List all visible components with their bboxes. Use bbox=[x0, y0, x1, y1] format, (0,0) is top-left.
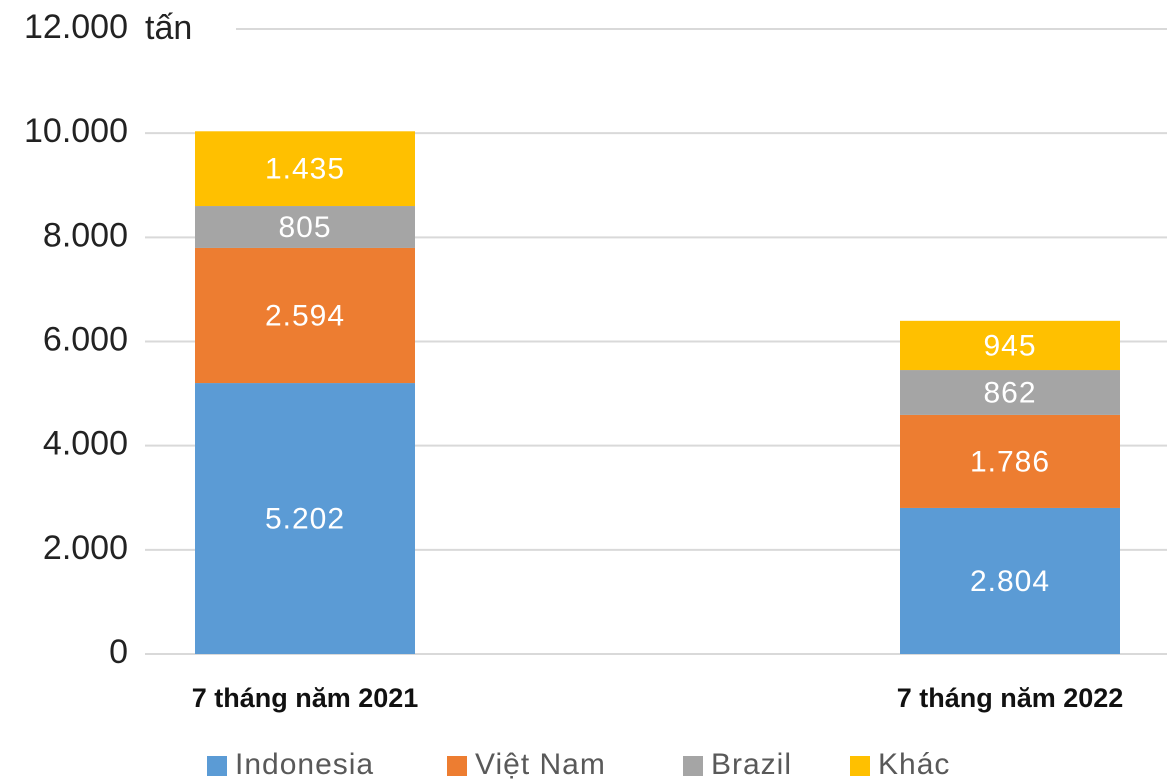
bar-segment bbox=[900, 320, 1120, 371]
legend-label: Brazil bbox=[711, 748, 792, 779]
y-axis-label: tấn bbox=[145, 9, 192, 47]
bar-segment bbox=[195, 206, 415, 248]
data-label: 1.786 bbox=[970, 445, 1050, 478]
y-tick-label: 10.000 bbox=[24, 112, 128, 150]
data-label: 805 bbox=[278, 211, 331, 244]
y-tick-label: 12.000 bbox=[24, 8, 128, 46]
bar-segment bbox=[195, 383, 415, 654]
data-label: 2.594 bbox=[265, 299, 345, 332]
y-tick-label: 2.000 bbox=[43, 529, 128, 567]
legend-swatch bbox=[207, 756, 227, 776]
bar-segment bbox=[195, 131, 415, 207]
legend-swatch bbox=[447, 756, 467, 776]
data-label: 862 bbox=[983, 376, 1036, 409]
data-label: 2.804 bbox=[970, 565, 1050, 598]
legend-swatch bbox=[683, 756, 703, 776]
data-label: 1.435 bbox=[265, 153, 345, 186]
y-label-bg bbox=[136, 2, 236, 72]
y-tick-label: 8.000 bbox=[43, 216, 128, 254]
bar-segment bbox=[195, 247, 415, 384]
legend-label: Indonesia bbox=[235, 748, 374, 779]
x-tick-label: 7 tháng năm 2022 bbox=[897, 683, 1124, 713]
legend-swatch bbox=[850, 756, 870, 776]
bar-segment bbox=[900, 507, 1120, 654]
y-tick-label: 6.000 bbox=[43, 320, 128, 358]
y-tick-label: 4.000 bbox=[43, 425, 128, 463]
data-label: 945 bbox=[983, 329, 1036, 362]
legend-label: Việt Nam bbox=[475, 748, 606, 779]
legend-label: Khác bbox=[878, 748, 950, 779]
y-tick-label: 0 bbox=[109, 633, 128, 671]
data-label: 5.202 bbox=[265, 502, 345, 535]
x-tick-label: 7 tháng năm 2021 bbox=[192, 683, 419, 713]
bar-segment bbox=[900, 370, 1120, 415]
bar-segment bbox=[900, 414, 1120, 508]
